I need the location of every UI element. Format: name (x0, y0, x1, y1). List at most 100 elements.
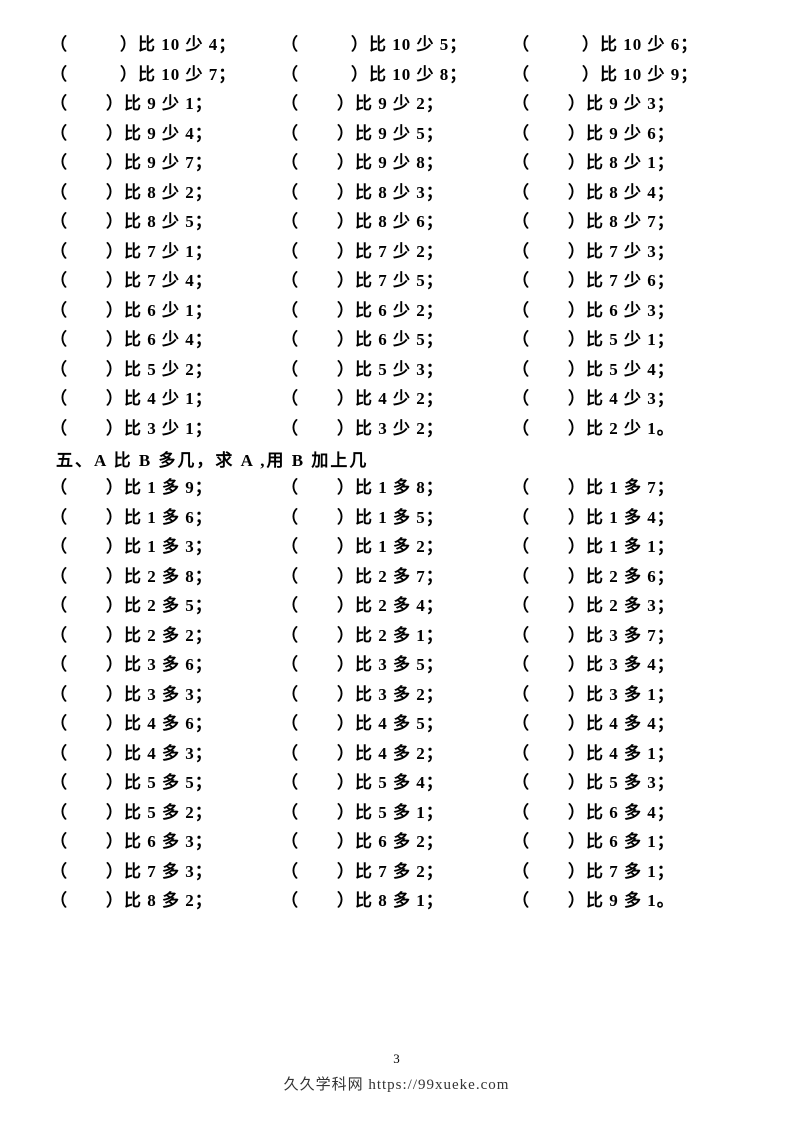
problem-text: 比 6 多 3； (124, 827, 213, 852)
close-paren: ） (568, 148, 586, 173)
open-paren: （ (512, 237, 530, 262)
close-paren: ） (568, 503, 586, 528)
close-paren: ） (106, 827, 124, 852)
close-paren: ） (337, 827, 355, 852)
close-paren: ） (106, 89, 124, 114)
open-paren: （ (50, 296, 68, 321)
problem-cell: （）比 9 少 3； (512, 89, 743, 114)
close-paren: ） (568, 709, 586, 734)
problem-row: （）比 1 多 6；（）比 1 多 5；（）比 1 多 4； (50, 503, 743, 533)
problem-cell: （）比 5 少 2； (50, 355, 281, 380)
open-paren: （ (50, 60, 68, 85)
page-number: 3 (0, 1051, 793, 1067)
problem-text: 比 6 少 5； (355, 325, 444, 350)
problem-cell: （）比 10 少 8； (281, 60, 512, 85)
problem-cell: （）比 4 多 6； (50, 709, 281, 734)
close-paren: ） (568, 650, 586, 675)
close-paren: ） (106, 237, 124, 262)
problem-cell: （）比 7 少 6； (512, 266, 743, 291)
problem-text: 比 1 多 6； (124, 503, 213, 528)
section5-title: 五、A 比 B 多几，求 A ,用 B 加上几 (50, 443, 743, 473)
problem-text: 比 2 少 1。 (586, 414, 675, 439)
open-paren: （ (512, 30, 530, 55)
open-paren: （ (512, 532, 530, 557)
problem-text: 比 9 少 4； (124, 119, 213, 144)
close-paren: ） (337, 768, 355, 793)
open-paren: （ (281, 384, 299, 409)
close-paren: ） (568, 237, 586, 262)
close-paren: ） (568, 886, 586, 911)
problem-text: 比 2 多 8； (124, 562, 213, 587)
problem-cell: （）比 6 多 4； (512, 798, 743, 823)
problem-cell: （）比 4 多 3； (50, 739, 281, 764)
open-paren: （ (512, 148, 530, 173)
problem-text: 比 3 少 2； (355, 414, 444, 439)
open-paren: （ (50, 886, 68, 911)
problem-text: 比 4 多 1； (586, 739, 675, 764)
problem-cell: （）比 1 多 4； (512, 503, 743, 528)
problem-text: 比 1 多 2； (355, 532, 444, 557)
open-paren: （ (50, 709, 68, 734)
problem-row: （）比 8 少 5；（）比 8 少 6；（）比 8 少 7； (50, 207, 743, 237)
close-paren: ） (568, 296, 586, 321)
section5-problems: （）比 1 多 9；（）比 1 多 8；（）比 1 多 7；（）比 1 多 6；… (50, 473, 743, 916)
close-paren: ） (337, 384, 355, 409)
problem-cell: （）比 2 多 1； (281, 621, 512, 646)
problem-cell: （）比 8 多 2； (50, 886, 281, 911)
problem-text: 比 7 少 6； (586, 266, 675, 291)
problem-cell: （）比 6 少 1； (50, 296, 281, 321)
problem-cell: （）比 5 少 1； (512, 325, 743, 350)
problem-cell: （）比 4 少 2； (281, 384, 512, 409)
problem-cell: （ ）比 4 少 3； (512, 384, 743, 409)
open-paren: （ (50, 827, 68, 852)
problem-text: 比 4 多 4； (586, 709, 675, 734)
open-paren: （ (512, 562, 530, 587)
close-paren: ） (568, 119, 586, 144)
open-paren: （ (50, 355, 68, 380)
close-paren: ） (106, 680, 124, 705)
close-paren: ） (106, 621, 124, 646)
open-paren: （ (50, 148, 68, 173)
problem-text: 比 2 多 2； (124, 621, 213, 646)
problem-row: （）比 7 多 3；（）比 7 多 2；（）比 7 多 1； (50, 857, 743, 887)
problem-cell: （）比 1 多 7； (512, 473, 743, 498)
problem-cell: （）比 9 少 6； (512, 119, 743, 144)
open-paren: （ (281, 266, 299, 291)
problem-text: 比 10 少 6； (600, 30, 698, 55)
open-paren: （ (50, 650, 68, 675)
problem-cell: （）比 1 多 9； (50, 473, 281, 498)
open-paren: （ (512, 384, 530, 409)
close-paren: ） (568, 680, 586, 705)
problem-text: 比 7 少 4； (124, 266, 213, 291)
problem-text: 比 7 多 2； (355, 857, 444, 882)
close-paren: ） (568, 384, 586, 409)
close-paren: ） (568, 266, 586, 291)
problem-row: （）比 5 少 2；（）比 5 少 3；（）比 5 少 4； (50, 355, 743, 385)
problem-cell: （）比 6 少 3； (512, 296, 743, 321)
problem-text: 比 1 多 4； (586, 503, 675, 528)
open-paren: （ (512, 119, 530, 144)
problem-text: 比 5 少 2； (124, 355, 213, 380)
open-paren: （ (50, 857, 68, 882)
problem-text: 比 5 多 4； (355, 768, 444, 793)
problem-text: 比 2 多 1； (355, 621, 444, 646)
problem-text: 比 9 少 2； (355, 89, 444, 114)
open-paren: （ (281, 680, 299, 705)
close-paren: ） (337, 148, 355, 173)
close-paren: ） (337, 207, 355, 232)
open-paren: （ (281, 591, 299, 616)
problem-row: （）比 4 多 3；（）比 4 多 2；（）比 4 多 1； (50, 739, 743, 769)
open-paren: （ (50, 89, 68, 114)
close-paren: ） (337, 739, 355, 764)
open-paren: （ (281, 739, 299, 764)
problem-text: 比 4 多 3； (124, 739, 213, 764)
problem-text: 比 4 少 3； (586, 384, 675, 409)
problem-cell: （）比 3 多 1； (512, 680, 743, 705)
open-paren: （ (512, 709, 530, 734)
problem-text: 比 5 多 5； (124, 768, 213, 793)
close-paren: ） (568, 207, 586, 232)
problem-text: 比 6 多 4； (586, 798, 675, 823)
close-paren: ） (568, 414, 586, 439)
close-paren: ） (106, 503, 124, 528)
problem-cell: （）比 5 少 4； (512, 355, 743, 380)
